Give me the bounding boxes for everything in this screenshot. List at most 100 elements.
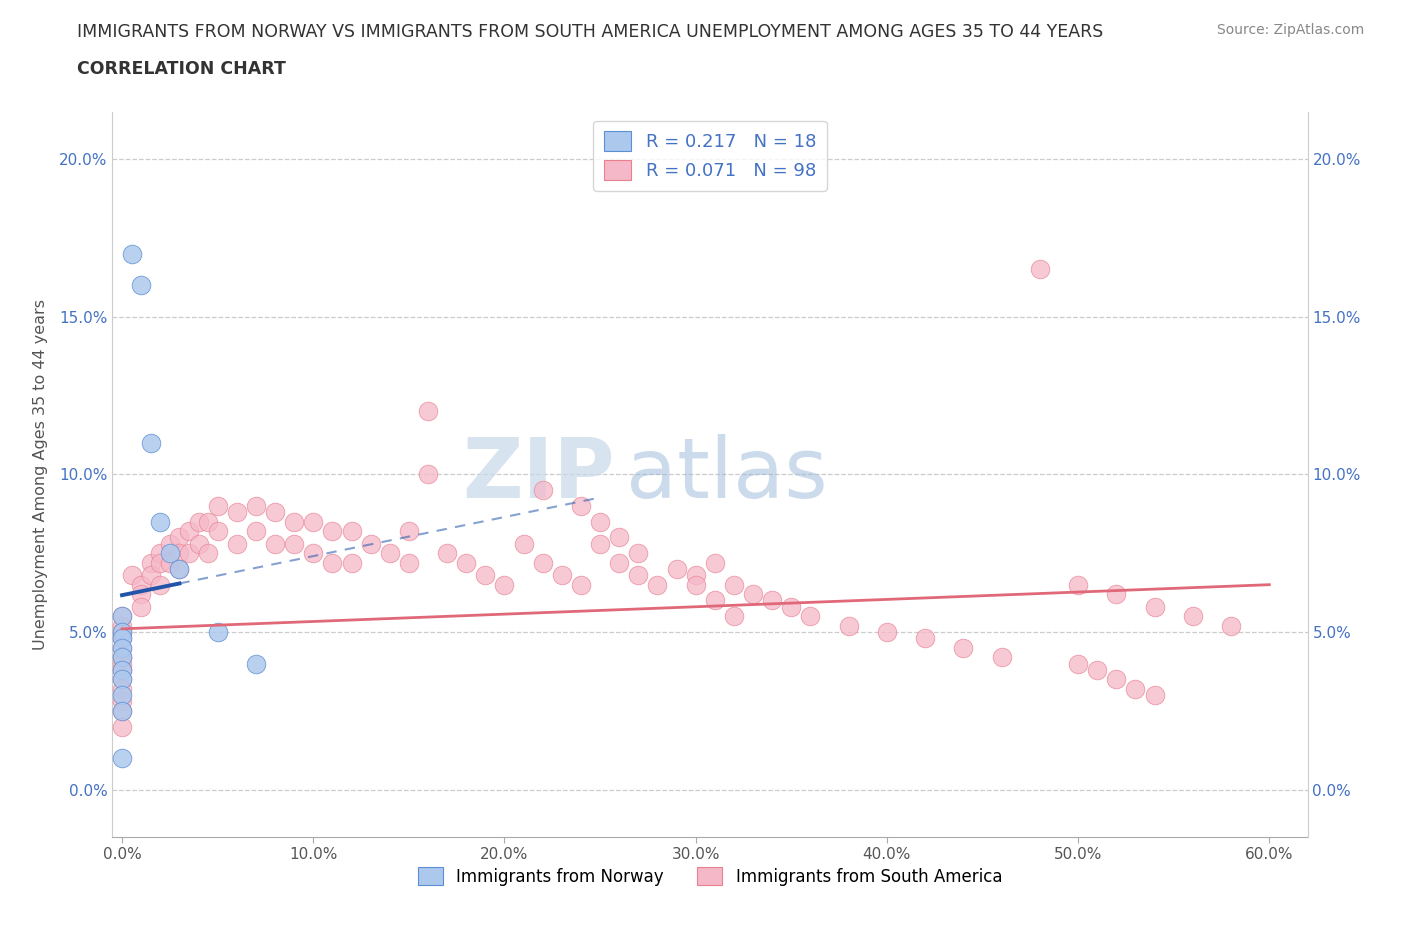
Point bbox=[494, 578, 516, 592]
Point bbox=[225, 537, 247, 551]
Point bbox=[129, 599, 152, 614]
Point bbox=[283, 514, 305, 529]
Point bbox=[139, 435, 162, 450]
Point bbox=[139, 568, 162, 583]
Point bbox=[245, 524, 267, 538]
Point bbox=[685, 578, 707, 592]
Point bbox=[197, 546, 219, 561]
Point bbox=[685, 568, 707, 583]
Point bbox=[416, 467, 439, 482]
Point bbox=[607, 530, 630, 545]
Text: Source: ZipAtlas.com: Source: ZipAtlas.com bbox=[1216, 23, 1364, 37]
Point bbox=[177, 546, 200, 561]
Point bbox=[111, 703, 134, 718]
Point bbox=[111, 650, 134, 665]
Point bbox=[129, 578, 152, 592]
Point bbox=[627, 568, 650, 583]
Text: CORRELATION CHART: CORRELATION CHART bbox=[77, 60, 287, 78]
Point bbox=[761, 593, 783, 608]
Point bbox=[990, 650, 1012, 665]
Point bbox=[340, 555, 363, 570]
Point bbox=[111, 609, 134, 624]
Point bbox=[283, 537, 305, 551]
Point bbox=[360, 537, 382, 551]
Point bbox=[111, 662, 134, 677]
Point bbox=[1181, 609, 1204, 624]
Point bbox=[1125, 682, 1147, 697]
Point bbox=[111, 694, 134, 709]
Point bbox=[398, 524, 420, 538]
Point bbox=[416, 404, 439, 418]
Point bbox=[742, 587, 765, 602]
Point bbox=[111, 641, 134, 656]
Point bbox=[111, 656, 134, 671]
Point bbox=[1085, 662, 1108, 677]
Point bbox=[111, 650, 134, 665]
Point bbox=[531, 483, 554, 498]
Legend: Immigrants from Norway, Immigrants from South America: Immigrants from Norway, Immigrants from … bbox=[409, 858, 1011, 894]
Point bbox=[207, 625, 229, 640]
Point bbox=[627, 546, 650, 561]
Point bbox=[474, 568, 496, 583]
Point bbox=[456, 555, 478, 570]
Point bbox=[302, 546, 325, 561]
Point bbox=[245, 498, 267, 513]
Point bbox=[914, 631, 936, 645]
Point bbox=[111, 751, 134, 765]
Point bbox=[569, 498, 592, 513]
Point bbox=[121, 246, 143, 261]
Point bbox=[569, 578, 592, 592]
Point bbox=[607, 555, 630, 570]
Point bbox=[780, 599, 803, 614]
Point bbox=[302, 514, 325, 529]
Point bbox=[952, 641, 974, 656]
Point bbox=[665, 562, 688, 577]
Point bbox=[197, 514, 219, 529]
Point bbox=[149, 555, 172, 570]
Point bbox=[159, 555, 181, 570]
Point bbox=[1105, 671, 1128, 686]
Point bbox=[647, 578, 669, 592]
Point bbox=[703, 593, 725, 608]
Point bbox=[207, 524, 229, 538]
Point bbox=[876, 625, 898, 640]
Point bbox=[129, 587, 152, 602]
Point bbox=[111, 641, 134, 656]
Point bbox=[245, 656, 267, 671]
Point bbox=[589, 514, 612, 529]
Point bbox=[531, 555, 554, 570]
Point bbox=[187, 514, 209, 529]
Y-axis label: Unemployment Among Ages 35 to 44 years: Unemployment Among Ages 35 to 44 years bbox=[34, 299, 48, 650]
Point bbox=[111, 662, 134, 677]
Point bbox=[723, 578, 745, 592]
Point bbox=[169, 562, 191, 577]
Point bbox=[321, 555, 343, 570]
Point bbox=[398, 555, 420, 570]
Point bbox=[264, 537, 287, 551]
Point bbox=[723, 609, 745, 624]
Point bbox=[111, 625, 134, 640]
Point bbox=[225, 505, 247, 520]
Point bbox=[111, 719, 134, 734]
Point bbox=[1067, 578, 1090, 592]
Point bbox=[111, 671, 134, 686]
Point bbox=[169, 546, 191, 561]
Point bbox=[111, 631, 134, 645]
Point bbox=[378, 546, 401, 561]
Point bbox=[1220, 618, 1243, 633]
Point bbox=[177, 524, 200, 538]
Point bbox=[121, 568, 143, 583]
Point bbox=[169, 562, 191, 577]
Point bbox=[111, 625, 134, 640]
Point bbox=[589, 537, 612, 551]
Point bbox=[703, 555, 725, 570]
Point bbox=[159, 537, 181, 551]
Point bbox=[111, 671, 134, 686]
Point bbox=[512, 537, 534, 551]
Point bbox=[264, 505, 287, 520]
Point bbox=[551, 568, 574, 583]
Point bbox=[187, 537, 209, 551]
Point bbox=[149, 514, 172, 529]
Point bbox=[111, 631, 134, 645]
Point bbox=[149, 578, 172, 592]
